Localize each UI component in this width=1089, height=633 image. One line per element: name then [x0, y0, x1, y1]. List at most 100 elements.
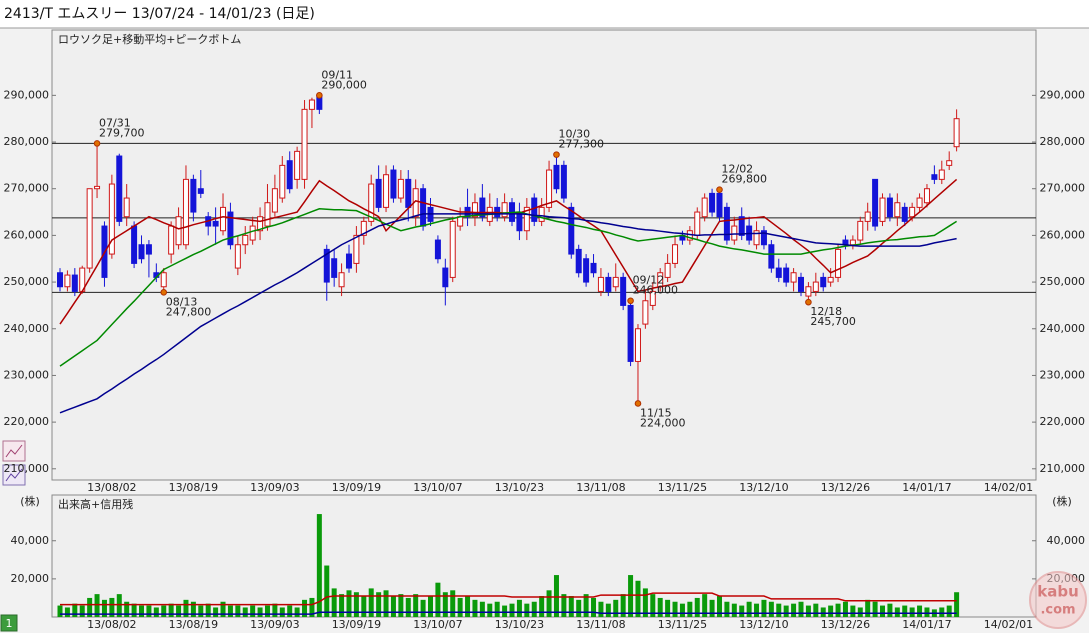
volume-bar [605, 603, 611, 617]
volume-bar [776, 603, 782, 617]
volume-bar [561, 594, 567, 617]
volume-bar [472, 599, 478, 617]
volume-bar [235, 605, 241, 617]
x-tick-label: 13/09/03 [250, 618, 299, 631]
candle-body [457, 216, 464, 227]
candle-body [442, 267, 449, 288]
volume-bar [568, 596, 574, 617]
peak-marker [160, 289, 168, 296]
volume-bar [687, 601, 693, 617]
watermark: kabu .com [1029, 571, 1087, 629]
candle-body [383, 174, 390, 208]
plot-content [52, 94, 1036, 414]
peak-marker [805, 298, 812, 306]
volume-bar [279, 607, 285, 617]
volume-bar [576, 599, 582, 617]
page-tab[interactable] [0, 614, 18, 632]
candle-body [938, 169, 945, 180]
candle-body [835, 248, 842, 278]
tool-icons[interactable] [2, 440, 26, 486]
candle-body [286, 160, 293, 190]
candle-body [805, 286, 812, 297]
candle-body [923, 188, 930, 204]
volume-bar [339, 594, 345, 617]
x-tick-label: 13/10/07 [413, 618, 462, 631]
candle-body [953, 118, 960, 148]
candle-body [353, 234, 360, 264]
series-line [60, 592, 957, 606]
peak-value: 224,000 [640, 416, 686, 429]
candle-body [642, 300, 649, 325]
peak-date: 09/11 [321, 68, 353, 81]
x-tick-label: 13/09/19 [332, 618, 381, 631]
watermark-text: .com [1040, 603, 1075, 618]
candle-body [190, 178, 197, 213]
volume-bar [665, 599, 671, 617]
volume-bar [361, 596, 367, 617]
candle-body [331, 258, 338, 278]
volume-bar [435, 582, 441, 617]
candle-body [516, 211, 523, 232]
x-tick-label: 13/11/25 [658, 481, 707, 494]
peak-value: 246,000 [633, 284, 679, 297]
volume-bar [768, 601, 774, 617]
volume-bar [865, 599, 871, 617]
volume-bar [761, 599, 767, 617]
volume-bar [909, 607, 915, 617]
y-tick-label: 280,000 [1040, 135, 1086, 148]
volume-bar [628, 575, 634, 617]
candle-body [397, 178, 404, 199]
volume-bar [954, 592, 960, 617]
candle-body [583, 258, 590, 283]
y-tick-label: 230,000 [4, 368, 50, 381]
volume-bar [309, 597, 315, 617]
plots: ロウソク足+移動平均+ピークボトム 210,000 210,000 220,000 22… [4, 29, 1086, 631]
volume-bar [835, 603, 841, 617]
peak-date: 07/31 [99, 116, 131, 129]
volume-bar [190, 601, 196, 617]
volume-bar [783, 605, 789, 617]
volume-bar [694, 597, 700, 617]
y-tick-label: 290,000 [1040, 88, 1086, 101]
volume-bar [383, 590, 389, 617]
x-tick-label: 13/10/23 [495, 618, 544, 631]
page-tab-label: 1 [6, 617, 13, 630]
panel-title: 出来高+信用残 [58, 497, 133, 511]
candle-body [131, 225, 138, 264]
x-tick-label: 13/09/03 [250, 481, 299, 494]
candle-body [568, 206, 575, 255]
candle-body [301, 108, 308, 180]
y-tick-label: 240,000 [1040, 322, 1086, 335]
x-tick-label: 13/11/08 [576, 481, 625, 494]
plot-content [57, 514, 960, 617]
volume-bar [109, 597, 115, 617]
candle-body [575, 248, 582, 274]
peak-value: 277,300 [558, 138, 604, 151]
watermark-text: kabu [1037, 583, 1079, 601]
y-tick-label: 270,000 [1040, 182, 1086, 195]
peak-value: 245,700 [810, 315, 856, 328]
candle-body [531, 197, 538, 222]
volume-bar [124, 601, 130, 617]
candle-body [168, 225, 175, 255]
candle-body [694, 211, 701, 236]
candle-body [894, 202, 901, 218]
x-tick-label: 13/10/07 [413, 481, 462, 494]
volume-bar [887, 603, 893, 617]
volume-bar [131, 603, 137, 617]
volume-bar [494, 601, 500, 617]
volume-bar [820, 607, 826, 617]
volume-bar [828, 605, 834, 617]
unit-label: (株) [20, 494, 40, 508]
x-tick-label: 13/12/26 [821, 481, 870, 494]
peak-marker [553, 151, 560, 158]
tool-icon[interactable] [2, 464, 26, 486]
volume-bar [902, 605, 908, 617]
candle-body [901, 206, 908, 222]
volume-bar [227, 605, 233, 617]
volume-bar [146, 605, 152, 617]
peak-value: 279,700 [99, 126, 145, 139]
candle-body [234, 244, 241, 269]
tool-icon-glyph [5, 468, 23, 482]
tool-icon[interactable] [2, 440, 26, 462]
